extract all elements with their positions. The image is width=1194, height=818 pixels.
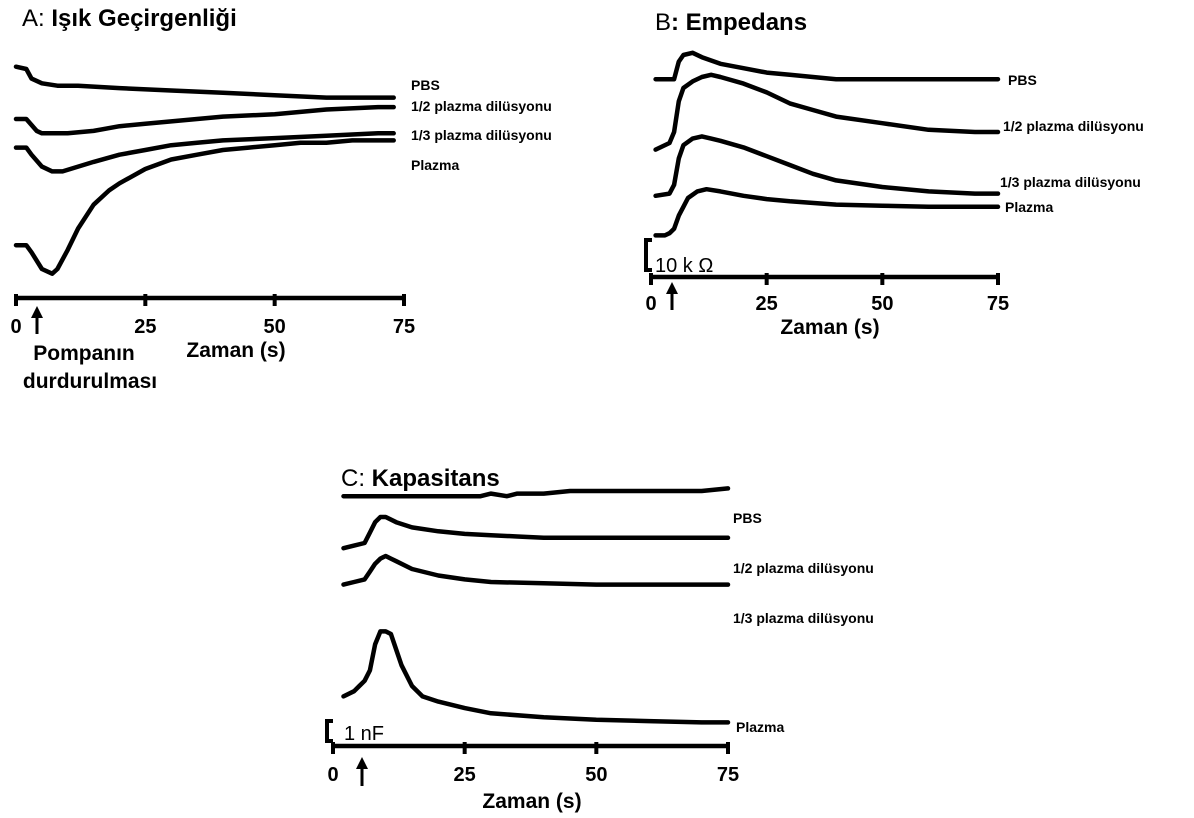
panel-c-x-tick-label: 0 [327,764,338,786]
panel-c-x-ticks [331,742,730,754]
panel-a-x-tick-label: 25 [134,316,156,338]
panel-c-x-label: Zaman (s) [482,790,581,813]
panel-b-x-tick-label: 25 [756,293,778,315]
panel-c-title: C: Kapasitans [341,465,500,492]
panel-c-trace-4 [341,629,731,725]
panel-b-trace-3 [653,134,1001,199]
panel-a-trace-3 [13,131,396,174]
panel-c-trace-2 [341,514,731,551]
panel-a-traces [13,64,396,276]
panel-c-trace-1 [341,486,731,499]
panel-a-x-tick-labels: 0 25 50 75 [10,316,415,338]
panel-a-trace-2 [13,104,396,136]
panel-a-trace-1 [13,64,396,100]
panel-a-series-label-1: PBS [411,77,440,93]
panel-a-x-label: Zaman (s) [186,339,285,362]
panel-c: C: Kapasitans 0 25 50 75 PBS 1/2 plazma dilü… [325,465,874,813]
panel-a-x-ticks [14,294,406,306]
panel-c-series-label-4: Plazma [736,719,784,735]
panel-b-x-tick-label: 0 [645,293,656,315]
panel-c-x-tick-label: 75 [717,764,739,786]
panel-b-trace-4 [653,186,1001,238]
panel-c-traces [341,486,731,725]
panel-a-annotation-line1: Pompanın [33,342,135,365]
panel-b-arrow [666,282,678,310]
panel-c-series-labels: PBS 1/2 plazma dilüsyonu 1/3 plazma dilüsy… [733,510,874,735]
panel-b-scale-label: 10 k Ω [655,255,713,277]
panel-c-x-tick-label: 25 [454,764,476,786]
panel-a-x-tick-label: 50 [264,316,286,338]
panel-a-trace-4 [13,138,396,276]
panel-b-series-labels: PBS 1/2 plazma dilüsyonu 1/3 plazma dilüsy… [1000,72,1144,215]
panel-a-series-label-4: Plazma [411,157,459,173]
panel-a-annotation-line2: durdurulması [23,370,157,393]
panel-a-series-label-3: 1/3 plazma dilüsyonu [411,127,552,143]
panel-b-trace-2 [653,72,1001,152]
panel-b: B: Empedans 0 25 50 75 PBS 1/2 plazma dilüsy… [644,9,1144,339]
panel-a-x-tick-label: 75 [393,316,415,338]
panel-a-title: A: Işık Geçirgenliği [22,5,237,32]
panel-b-x-tick-label: 75 [987,293,1009,315]
panel-b-series-label-1: PBS [1008,72,1037,88]
panel-c-x-tick-label: 50 [585,764,607,786]
panel-a-x-tick-label: 0 [10,316,21,338]
panel-b-title: B: Empedans [655,9,807,36]
panel-b-series-label-4: Plazma [1005,199,1053,215]
panel-a-arrow [31,306,43,334]
panel-b-x-tick-labels: 0 25 50 75 [645,293,1009,315]
panel-b-trace-1 [653,50,1001,82]
panel-c-series-label-2: 1/2 plazma dilüsyonu [733,560,874,576]
panel-b-series-label-2: 1/2 plazma dilüsyonu [1003,118,1144,134]
panel-c-trace-3 [341,553,731,587]
panel-b-traces [653,50,1001,238]
panel-b-x-ticks [649,273,1000,285]
panel-b-series-label-3: 1/3 plazma dilüsyonu [1000,174,1141,190]
panel-b-scale-bar [644,238,652,272]
panel-b-x-tick-label: 50 [871,293,893,315]
panel-a-series-label-2: 1/2 plazma dilüsyonu [411,98,552,114]
panel-b-x-label: Zaman (s) [780,316,879,339]
panel-c-scale-label: 1 nF [344,723,384,745]
panel-c-arrow [356,757,368,786]
panel-c-x-tick-labels: 0 25 50 75 [327,764,739,786]
panel-c-series-label-1: PBS [733,510,762,526]
panel-c-scale-bar [325,719,333,743]
panel-a: A: Işık Geçirgenliği 0 25 50 75 PBS 1/2 plaz… [10,5,551,393]
panel-a-series-labels: PBS 1/2 plazma dilüsyonu 1/3 plazma dilüsy… [411,77,552,173]
panel-c-series-label-3: 1/3 plazma dilüsyonu [733,610,874,626]
